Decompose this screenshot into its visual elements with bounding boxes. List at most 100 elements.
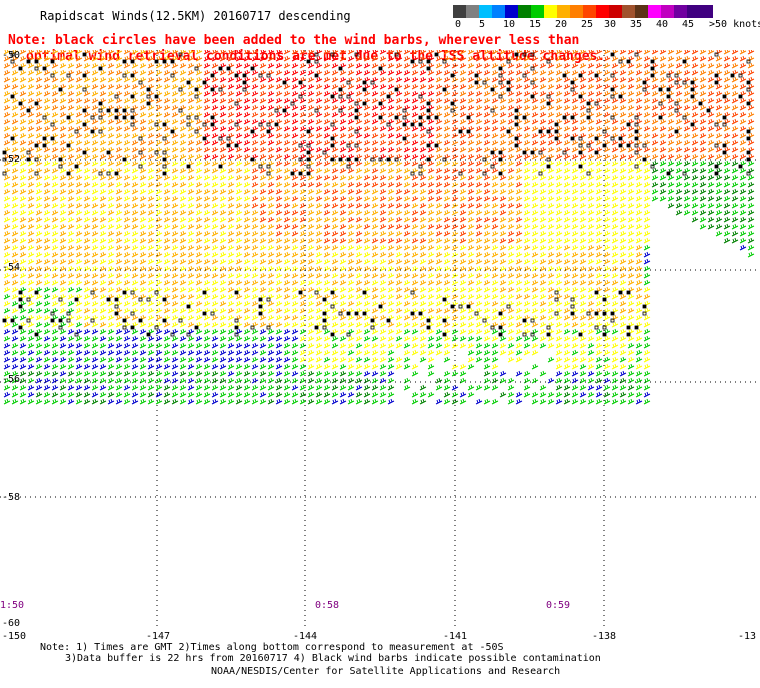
wind-barb <box>411 300 419 307</box>
wind-barb <box>283 230 291 237</box>
wind-barb <box>443 69 451 76</box>
wind-barb <box>411 90 419 97</box>
wind-barb <box>395 50 403 55</box>
wind-barb <box>211 328 219 335</box>
wind-barb <box>539 321 547 328</box>
wind-barb <box>539 342 547 349</box>
wind-barb <box>187 118 195 125</box>
wind-barb <box>571 391 579 398</box>
wind-barb <box>691 50 699 55</box>
wind-barb <box>315 209 323 216</box>
wind-barb <box>11 237 19 244</box>
wind-barb <box>259 370 267 377</box>
wind-barb <box>435 167 443 174</box>
contamination-marker <box>266 73 271 78</box>
wind-barb <box>387 237 395 244</box>
wind-barb <box>603 370 611 377</box>
wind-barb <box>483 50 491 55</box>
wind-barb <box>339 370 347 377</box>
wind-barb <box>195 307 203 314</box>
wind-barb <box>51 293 59 300</box>
wind-barb <box>11 125 19 132</box>
wind-barb <box>595 314 603 321</box>
wind-barb <box>443 50 451 55</box>
wind-barb <box>251 111 259 118</box>
wind-barb <box>235 356 243 363</box>
wind-barb <box>267 118 275 125</box>
wind-barb <box>179 62 187 69</box>
wind-barb <box>83 237 91 244</box>
contamination-marker <box>722 115 727 120</box>
wind-barb <box>603 363 611 370</box>
wind-barb <box>3 230 11 237</box>
wind-barb <box>419 132 427 139</box>
wind-barb <box>99 293 107 300</box>
wind-barb <box>331 293 339 300</box>
wind-barb <box>603 202 611 209</box>
wind-barb <box>219 251 227 258</box>
wind-barb <box>611 391 619 398</box>
wind-barb <box>563 349 571 356</box>
contamination-marker <box>42 66 47 71</box>
wind-barb <box>363 314 371 321</box>
wind-barb <box>427 349 435 356</box>
wind-barb <box>683 76 691 83</box>
wind-barb <box>139 272 147 279</box>
wind-barb <box>131 370 139 377</box>
wind-barb <box>355 356 363 363</box>
wind-barb <box>19 363 27 370</box>
wind-barb <box>395 76 403 83</box>
contamination-marker <box>266 164 271 169</box>
wind-barb <box>627 111 635 118</box>
contamination-marker <box>594 150 599 155</box>
wind-barb <box>635 90 643 97</box>
wind-barb <box>347 230 355 237</box>
contamination-marker <box>266 297 271 302</box>
contamination-marker <box>34 171 39 176</box>
contamination-marker <box>418 59 423 64</box>
wind-barb <box>587 279 595 286</box>
wind-barb <box>235 363 243 370</box>
wind-barb <box>379 76 387 83</box>
wind-barb <box>307 216 315 223</box>
wind-barb <box>51 342 59 349</box>
wind-barb <box>147 286 155 293</box>
wind-barb <box>579 50 587 55</box>
wind-barb <box>203 195 211 202</box>
wind-barb <box>315 202 323 209</box>
wind-barb <box>275 62 283 69</box>
wind-barb <box>347 97 355 104</box>
contamination-marker <box>58 87 63 92</box>
wind-barb <box>251 384 259 391</box>
contamination-marker <box>378 304 383 309</box>
wind-barb <box>475 279 483 286</box>
wind-barb <box>563 328 571 335</box>
wind-barb <box>267 384 275 391</box>
wind-barb <box>115 195 123 202</box>
wind-barb <box>67 279 75 286</box>
wind-barb <box>275 307 283 314</box>
wind-barb <box>395 237 403 244</box>
wind-barb <box>619 146 627 153</box>
wind-barb <box>139 50 147 55</box>
wind-barb <box>339 146 347 153</box>
wind-barb <box>307 174 315 181</box>
wind-barb <box>147 209 155 216</box>
wind-barb <box>123 265 131 272</box>
wind-barb <box>363 174 371 181</box>
wind-barb <box>299 293 307 300</box>
wind-barb <box>715 55 723 62</box>
wind-barb <box>635 237 643 244</box>
wind-barb <box>83 83 91 90</box>
wind-barb <box>507 55 515 62</box>
wind-barb <box>571 55 579 62</box>
wind-barb <box>299 230 307 237</box>
wind-barb <box>475 384 483 391</box>
wind-barb <box>203 335 211 342</box>
wind-barb <box>595 258 603 265</box>
contamination-marker <box>66 318 71 323</box>
contamination-marker <box>34 66 39 71</box>
wind-barb <box>51 50 59 55</box>
contamination-marker <box>562 150 567 155</box>
contamination-marker <box>146 87 151 92</box>
